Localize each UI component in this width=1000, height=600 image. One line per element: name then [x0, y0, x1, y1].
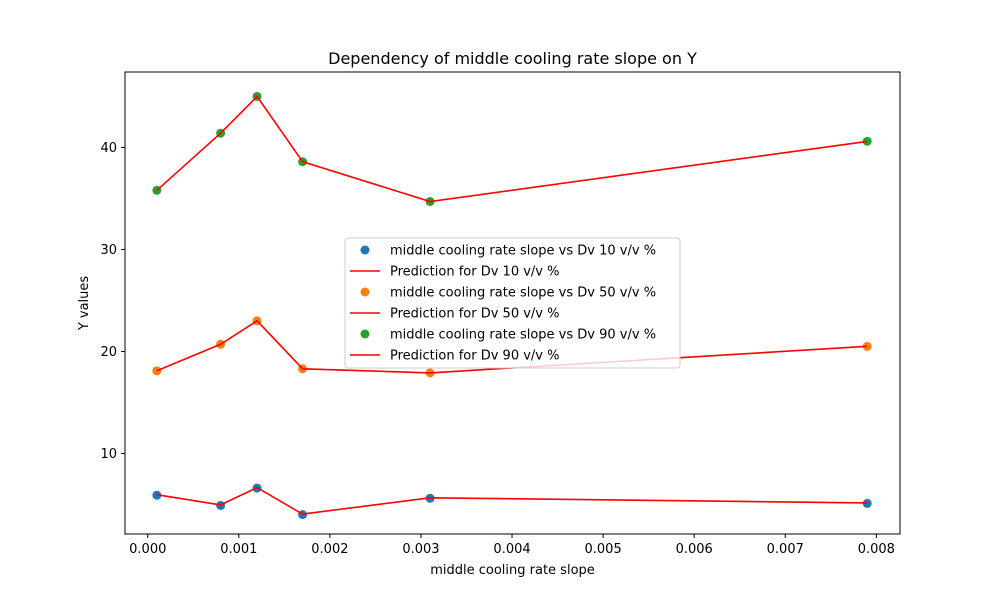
x-tick-label: 0.007: [767, 542, 804, 557]
legend-marker: [360, 287, 370, 297]
legend-box: [344, 237, 681, 369]
x-tick-label: 0.004: [493, 542, 530, 557]
y-axis-label: Y values: [77, 276, 92, 332]
legend-entry: middle cooling rate slope vs Dv 10 v/v %: [390, 244, 656, 259]
legend-entry: middle cooling rate slope vs Dv 90 v/v %: [390, 328, 656, 343]
data-point: [862, 498, 872, 508]
legend-entry: Prediction for Dv 50 v/v %: [390, 307, 559, 322]
data-point: [862, 136, 872, 146]
x-tick-label: 0.005: [585, 542, 622, 557]
x-tick-label: 0.006: [676, 542, 713, 557]
legend-entry: middle cooling rate slope vs Dv 50 v/v %: [390, 286, 656, 301]
x-tick-label: 0.002: [311, 542, 348, 557]
y-tick-label: 20: [100, 345, 117, 360]
y-tick-label: 10: [100, 447, 117, 462]
y-tick-label: 40: [100, 141, 117, 156]
prediction-line: [156, 95, 868, 203]
y-axis: 10 20 30 40: [100, 141, 125, 462]
chart-title: Dependency of middle cooling rate slope …: [328, 49, 697, 68]
legend-marker: [360, 245, 370, 255]
x-tick-label: 0.003: [402, 542, 439, 557]
legend-entry: Prediction for Dv 10 v/v %: [390, 265, 559, 280]
x-axis-label: middle cooling rate slope: [430, 563, 595, 578]
x-tick-label: 0.008: [858, 542, 895, 557]
plot-area: [152, 91, 872, 520]
data-point: [862, 341, 872, 351]
legend-entry: Prediction for Dv 90 v/v %: [390, 349, 559, 364]
prediction-line: [156, 486, 868, 515]
legend-marker: [360, 329, 370, 339]
x-tick-label: 0.000: [129, 542, 166, 557]
legend: middle cooling rate slope vs Dv 10 v/v %…: [344, 237, 681, 369]
y-tick-label: 30: [100, 243, 117, 258]
data-point: [152, 366, 162, 376]
x-axis: 0.000 0.001 0.002 0.003 0.004 0.005 0.006 0.007…: [129, 534, 895, 557]
x-tick-label: 0.001: [220, 542, 257, 557]
